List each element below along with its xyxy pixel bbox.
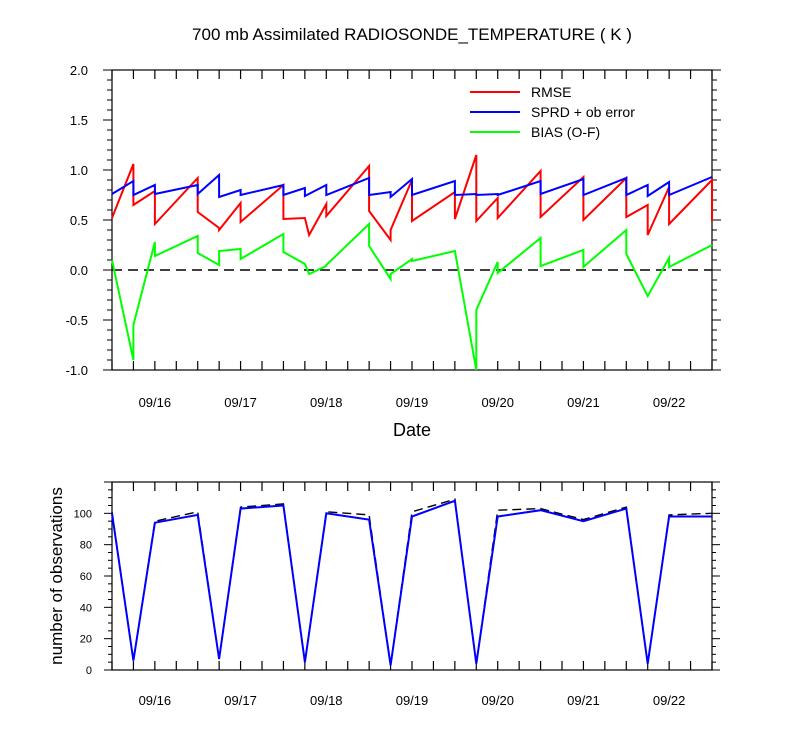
y-tick-label: -1.0: [66, 363, 88, 378]
x-tick-label: 09/17: [224, 395, 257, 410]
series-line-possible: [111, 498, 713, 666]
x-tick-label: 09/17: [224, 693, 257, 708]
bottom-series-lines: [111, 498, 713, 666]
legend-label: BIAS (O-F): [531, 124, 600, 140]
series-line-assimilated: [111, 499, 712, 666]
x-tick-label: 09/19: [396, 693, 429, 708]
series-line-bias-o-f: [111, 221, 713, 371]
y-tick-label: -0.5: [66, 313, 88, 328]
legend-label: SPRD + ob error: [531, 104, 635, 120]
x-tick-label: 09/19: [396, 395, 429, 410]
series-line-sprd-ob-error: [111, 172, 713, 200]
x-tick-label: 09/21: [567, 395, 600, 410]
x-tick-label: 09/16: [139, 395, 172, 410]
y-tick-label: 80: [80, 540, 92, 552]
x-tick-label: 09/16: [139, 693, 172, 708]
top-series-lines: [111, 154, 713, 371]
y-tick-label: 0.5: [70, 213, 88, 228]
x-tick-label: 09/21: [567, 693, 600, 708]
y-tick-label: 40: [80, 602, 92, 614]
bottom-y-tick-labels: 100 80 60 40 20 0: [74, 508, 92, 677]
series-line-rmse: [111, 154, 713, 244]
x-tick-label: 09/18: [310, 395, 343, 410]
y-tick-label: 0: [86, 665, 92, 677]
y-tick-label: 1.5: [70, 113, 88, 128]
chart-title: 700 mb Assimilated RADIOSONDE_TEMPERATUR…: [192, 25, 632, 44]
y-tick-label: 1.0: [70, 163, 88, 178]
x-tick-label: 09/20: [481, 693, 514, 708]
y-tick-label: 0.0: [70, 263, 88, 278]
y-axis-label-observations: number of observations: [47, 487, 66, 665]
x-tick-label: 09/20: [481, 395, 514, 410]
y-tick-label: 20: [80, 634, 92, 646]
x-tick-label: 09/18: [310, 693, 343, 708]
top-plot-panel: 2.01.51.00.50.0-0.5-1.0 09/16 09/17 09/18 0…: [66, 63, 721, 410]
x-axis-label: Date: [393, 420, 431, 440]
y-tick-label: 2.0: [70, 63, 88, 78]
y-tick-label: 100: [74, 508, 92, 520]
x-tick-label: 09/22: [653, 395, 686, 410]
y-tick-label: 60: [80, 571, 92, 583]
x-tick-label: 09/22: [653, 693, 686, 708]
top-ticks: [103, 69, 721, 371]
legend-label: RMSE: [531, 84, 571, 100]
legend: RMSE SPRD + ob error BIAS (O-F): [470, 84, 635, 140]
bottom-ticks: [104, 481, 720, 671]
top-x-tick-labels: 09/16 09/17 09/18 09/19 09/20 09/21 09/22: [139, 395, 686, 410]
bottom-x-tick-labels: 09/16 09/17 09/18 09/19 09/20 09/21 09/22: [139, 693, 686, 708]
top-y-tick-labels: 2.0 1.5 1.0 0.5 0.0 -0.5 -1.0: [66, 63, 88, 378]
